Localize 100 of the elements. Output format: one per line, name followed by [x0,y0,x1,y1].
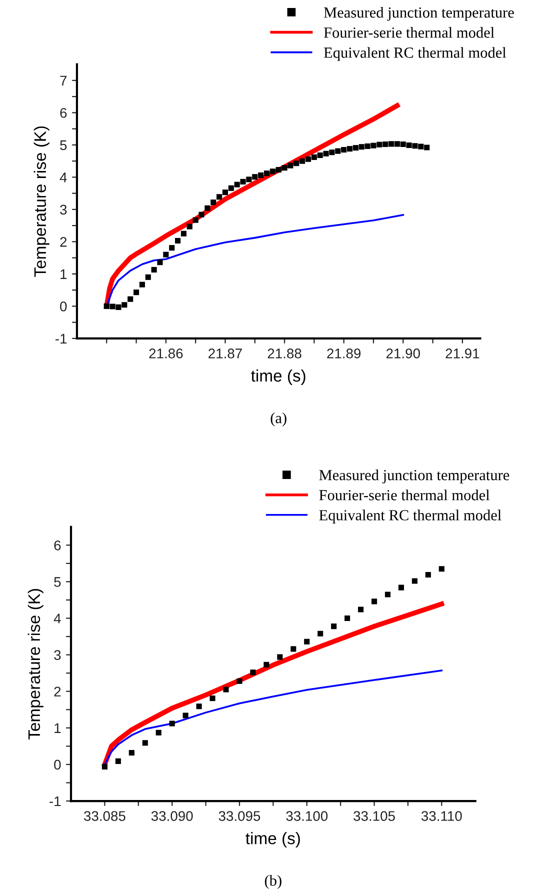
y-tick-label: 0 [54,760,61,770]
point [270,168,276,174]
x-tick-label: 33.110 [421,811,462,821]
y-tick-label: 5 [60,140,67,150]
y-axis-title: Temperature rise (K) [34,126,50,277]
y-tick-label: 6 [60,108,67,118]
y-tick-label: 6 [54,540,61,550]
point [222,190,228,196]
text: (a) [270,412,286,426]
point [282,165,288,171]
point [102,764,108,770]
legend-label: Fourier-serie thermal model [319,490,490,500]
x-tick-label: 21.86 [149,348,183,358]
y-axis-title: Temperature rise (K) [28,589,44,740]
y-tick-label: 4 [54,614,61,624]
point [344,615,350,622]
point [335,148,341,154]
point [196,704,202,710]
point [234,182,240,188]
point [228,185,234,191]
y-tick-label: 4 [60,172,67,182]
point [388,141,394,147]
point [139,282,145,288]
y-tick-label: 5 [54,577,61,587]
point [240,178,246,184]
point [169,245,175,251]
x-axis-title: time (s) [246,832,300,848]
point [115,758,121,764]
point [264,170,270,176]
point [276,166,282,173]
x-tick-label: 21.90 [386,348,420,358]
point [175,238,181,244]
point [246,176,252,182]
x-tick-label: 33.090 [151,811,193,821]
point [216,194,222,200]
point [110,304,116,310]
point [169,720,175,726]
point [412,578,418,584]
point [250,670,256,676]
point [163,252,169,258]
point [425,572,431,578]
point [358,144,364,150]
point [192,217,198,223]
point [438,566,444,572]
legend-label: Fourier-serie thermal model [324,27,494,38]
y-tick-label: 1 [60,269,67,279]
point [300,158,306,164]
y-tick-label: 1 [54,723,61,733]
point [341,146,347,153]
point [116,304,122,310]
y-tick-label: 3 [54,650,61,660]
x-tick-label: 21.87 [208,348,242,358]
point [180,230,186,236]
point [157,260,163,266]
point [288,162,294,168]
y-tick-label: -1 [50,796,61,806]
x-tick-label: 33.100 [286,811,328,821]
x-tick-label: 21.88 [268,348,302,358]
point [406,142,412,148]
point [358,606,364,612]
point [122,302,128,308]
point [394,141,400,147]
y-tick-label: -1 [56,334,67,344]
point [133,290,140,296]
point [370,142,376,148]
point [198,212,204,218]
point [223,686,229,692]
point [323,150,329,156]
x-tick-label: 21.91 [446,348,480,358]
point [424,144,430,150]
x-axis-title: time (s) [251,369,306,385]
point [128,750,134,756]
point [331,624,337,630]
point [145,274,151,280]
point [104,303,110,309]
legend-label: Measured junction temperature [324,6,514,21]
point [329,150,335,156]
x-tick-label: 33.095 [218,811,260,821]
y-tick-label: 3 [60,204,67,215]
legend-label: Measured junction temperature [319,470,510,484]
point [151,266,157,273]
point [400,142,406,148]
point [252,174,258,180]
point [182,712,188,718]
point [258,172,264,178]
point [210,696,216,702]
point [236,678,242,684]
point [364,143,370,149]
point [317,152,323,158]
point [128,296,134,302]
point [294,160,300,166]
point [346,146,353,152]
point [382,142,388,148]
y-tick-label: 7 [60,76,67,86]
y-tick-label: 2 [60,237,67,247]
point [186,224,192,230]
legend-label: Equivalent RC thermal model [319,510,502,524]
x-tick-label: 33.085 [84,811,126,821]
point [398,584,404,590]
point [418,144,424,150]
